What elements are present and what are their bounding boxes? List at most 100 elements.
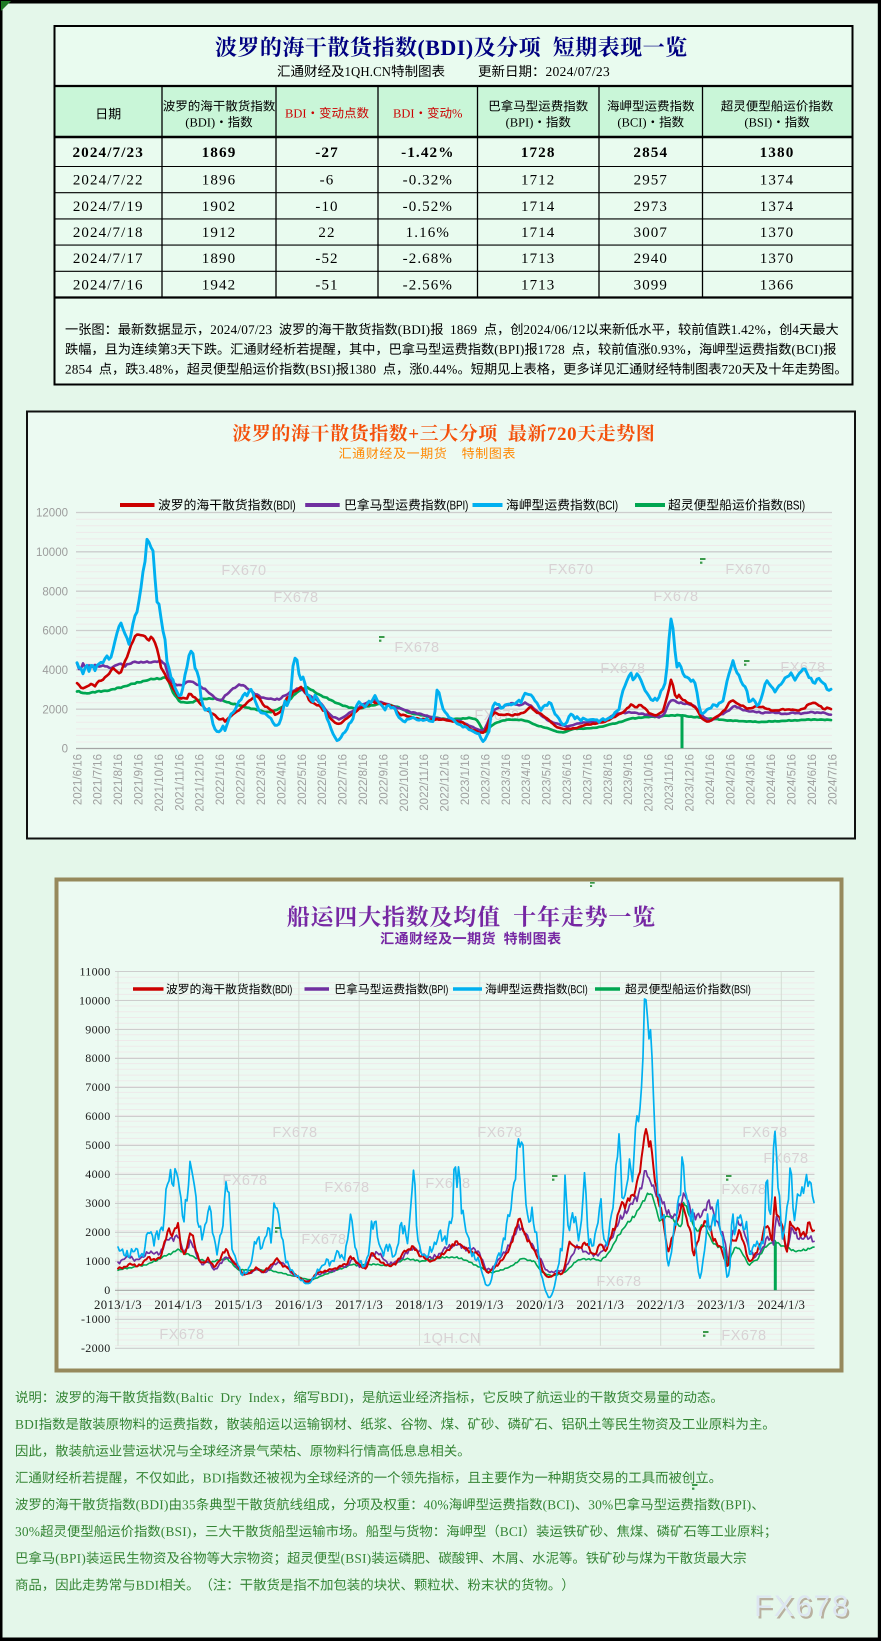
svg-text:-1000: -1000 — [81, 1312, 111, 1326]
svg-text:2024/7/16: 2024/7/16 — [73, 277, 144, 293]
svg-text:2023/10/16: 2023/10/16 — [644, 754, 656, 812]
svg-text:2023/7/16: 2023/7/16 — [582, 754, 594, 805]
svg-text:4000: 4000 — [85, 1167, 110, 1181]
svg-text:12000: 12000 — [36, 508, 68, 520]
svg-text:1000: 1000 — [85, 1254, 110, 1268]
svg-text:-2.68%: -2.68% — [403, 251, 453, 267]
svg-text:1.16%: 1.16% — [406, 225, 450, 241]
svg-text:2022/12/16: 2022/12/16 — [440, 754, 452, 812]
svg-text:1912: 1912 — [202, 225, 236, 241]
svg-text:2013/1/3: 2013/1/3 — [94, 1298, 142, 1312]
svg-text:2023/1/16: 2023/1/16 — [460, 754, 472, 805]
svg-text:2022/2/16: 2022/2/16 — [236, 754, 248, 805]
svg-text:2000: 2000 — [85, 1225, 110, 1239]
svg-text:1374: 1374 — [760, 199, 794, 215]
svg-text:2021/1/3: 2021/1/3 — [576, 1298, 624, 1312]
svg-text:-10: -10 — [315, 199, 338, 215]
svg-text:FX678: FX678 — [273, 590, 318, 606]
svg-text:2854: 2854 — [633, 144, 668, 161]
svg-text:2023/4/16: 2023/4/16 — [521, 754, 533, 805]
svg-text:1370: 1370 — [760, 225, 794, 241]
svg-text:FX678: FX678 — [425, 1176, 470, 1192]
svg-text:2023/9/16: 2023/9/16 — [623, 754, 635, 805]
svg-text:2024/4/16: 2024/4/16 — [766, 754, 778, 805]
svg-text:4000: 4000 — [42, 665, 68, 677]
svg-text:2024/5/16: 2024/5/16 — [787, 754, 799, 805]
svg-text:2022/6/16: 2022/6/16 — [317, 754, 329, 805]
svg-text:7000: 7000 — [85, 1080, 110, 1094]
svg-text:2024/7/16: 2024/7/16 — [827, 754, 839, 805]
svg-text:2940: 2940 — [634, 251, 668, 267]
svg-text:2024/7/17: 2024/7/17 — [73, 251, 144, 267]
svg-text:FX678: FX678 — [754, 1590, 850, 1623]
svg-text:0: 0 — [62, 744, 68, 756]
svg-text:2024/2/16: 2024/2/16 — [725, 754, 737, 805]
svg-text:2023/5/16: 2023/5/16 — [542, 754, 554, 805]
svg-text:FX678: FX678 — [324, 1180, 369, 1196]
svg-text:FX678: FX678 — [222, 1173, 267, 1189]
svg-text:2021/6/16: 2021/6/16 — [72, 754, 84, 805]
svg-text:2017/1/3: 2017/1/3 — [335, 1298, 383, 1312]
svg-text:3000: 3000 — [85, 1196, 110, 1210]
svg-text:2022/9/16: 2022/9/16 — [378, 754, 390, 805]
svg-text:0: 0 — [104, 1283, 110, 1297]
svg-text:22: 22 — [318, 225, 335, 241]
svg-text:2021/9/16: 2021/9/16 — [134, 754, 146, 805]
svg-text:FX678: FX678 — [653, 589, 698, 605]
svg-text:1714: 1714 — [521, 225, 555, 241]
svg-text:2014/1/3: 2014/1/3 — [154, 1298, 202, 1312]
svg-text:FX670: FX670 — [548, 562, 593, 578]
svg-text:2022/5/16: 2022/5/16 — [297, 754, 309, 805]
svg-text:FX678: FX678 — [721, 1182, 766, 1198]
svg-text:2022/11/16: 2022/11/16 — [419, 754, 431, 811]
svg-text:2024/7/22: 2024/7/22 — [73, 173, 144, 189]
svg-text:2022/1/16: 2022/1/16 — [215, 754, 227, 805]
svg-text:6000: 6000 — [85, 1109, 110, 1123]
svg-text:2000: 2000 — [42, 704, 68, 716]
svg-text:1713: 1713 — [521, 277, 555, 293]
svg-text:2021/8/16: 2021/8/16 — [113, 754, 125, 805]
svg-text:FX678: FX678 — [596, 1274, 641, 1290]
svg-text:1896: 1896 — [202, 173, 236, 189]
svg-text:6000: 6000 — [42, 626, 68, 638]
svg-text:2023/3/16: 2023/3/16 — [501, 754, 513, 805]
svg-text:2019/1/3: 2019/1/3 — [456, 1298, 504, 1312]
svg-text:2022/4/16: 2022/4/16 — [276, 754, 288, 805]
svg-text:2022/8/16: 2022/8/16 — [358, 754, 370, 805]
svg-text:-6: -6 — [320, 173, 335, 189]
svg-text:1713: 1713 — [521, 251, 555, 267]
svg-text:-2000: -2000 — [81, 1341, 111, 1355]
svg-text:2024/6/16: 2024/6/16 — [807, 754, 819, 805]
svg-text:2020/1/3: 2020/1/3 — [516, 1298, 564, 1312]
svg-text:1370: 1370 — [760, 251, 794, 267]
svg-text:1869: 1869 — [202, 144, 237, 161]
svg-text:2022/7/16: 2022/7/16 — [338, 754, 350, 805]
svg-text:10000: 10000 — [79, 993, 111, 1007]
svg-text:2023/12/16: 2023/12/16 — [685, 754, 697, 812]
svg-text:2024/1/3: 2024/1/3 — [757, 1298, 805, 1312]
svg-text:2957: 2957 — [634, 173, 668, 189]
svg-text:FX670: FX670 — [725, 562, 770, 578]
svg-text:-51: -51 — [315, 277, 338, 293]
svg-text:1366: 1366 — [760, 277, 794, 293]
svg-text:-0.52%: -0.52% — [403, 199, 453, 215]
svg-text:-2.56%: -2.56% — [403, 277, 453, 293]
svg-text:3007: 3007 — [634, 225, 668, 241]
svg-text:-27: -27 — [315, 144, 339, 161]
svg-text:2023/1/3: 2023/1/3 — [697, 1298, 745, 1312]
svg-text:2023/2/16: 2023/2/16 — [480, 754, 492, 805]
svg-text:1714: 1714 — [521, 199, 555, 215]
svg-text:2023/8/16: 2023/8/16 — [603, 754, 615, 805]
svg-text:1QH.CN: 1QH.CN — [423, 1331, 481, 1347]
svg-text:2021/7/16: 2021/7/16 — [93, 754, 105, 805]
svg-text:FX678: FX678 — [721, 1328, 766, 1344]
svg-text:FX678: FX678 — [159, 1327, 204, 1343]
svg-text:2022/3/16: 2022/3/16 — [256, 754, 268, 805]
svg-text:2016/1/3: 2016/1/3 — [275, 1298, 323, 1312]
svg-text:1380: 1380 — [760, 144, 795, 161]
svg-text:1902: 1902 — [202, 199, 236, 215]
svg-text:2973: 2973 — [634, 199, 668, 215]
svg-text:2022/1/3: 2022/1/3 — [637, 1298, 685, 1312]
svg-text:8000: 8000 — [85, 1051, 110, 1065]
svg-text:11000: 11000 — [79, 964, 110, 978]
